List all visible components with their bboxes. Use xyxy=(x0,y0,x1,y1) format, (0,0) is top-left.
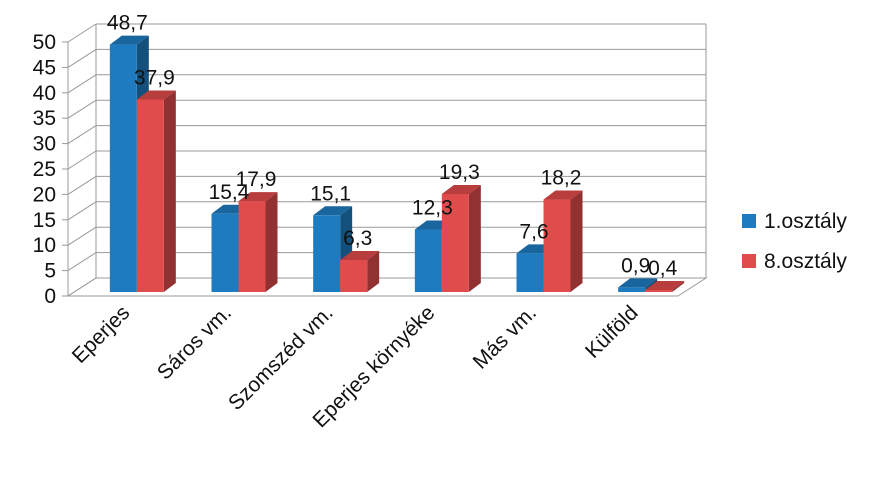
bar-1-4 xyxy=(543,199,571,292)
x-tick-label: Szomszéd vm. xyxy=(224,301,338,415)
y-tick-label: 20 xyxy=(33,183,56,206)
legend-label: 8.osztály xyxy=(764,250,847,273)
bar-0-3 xyxy=(414,229,442,292)
gridline-side xyxy=(67,175,97,195)
gridline-side xyxy=(67,150,97,170)
y-tick-label: 40 xyxy=(33,82,56,105)
y-tick-label: 5 xyxy=(44,260,56,283)
bar-top xyxy=(313,206,353,216)
legend: 1.osztály 8.osztály xyxy=(742,210,847,273)
data-label: 48,7 xyxy=(107,12,148,35)
bar-side xyxy=(367,250,380,292)
bar-side xyxy=(265,192,278,292)
bar-top xyxy=(645,280,685,290)
bar-top xyxy=(441,184,481,194)
gridline-side xyxy=(67,277,97,297)
bar-top xyxy=(618,278,658,288)
gridline-side xyxy=(67,226,97,246)
x-tick-label: Sáros vm. xyxy=(153,301,236,384)
bar-top xyxy=(238,192,278,202)
bar-side xyxy=(570,190,583,292)
x-tick-label: Eperjes xyxy=(68,301,135,368)
bar-side xyxy=(672,280,685,292)
bar-0-2 xyxy=(313,215,341,292)
data-labels: 48,7 37,9 15,417,9 15,1 6,3 12,3 19,3 7,6 18,2 0,… xyxy=(107,12,678,280)
bar-top xyxy=(136,90,176,100)
bar-0-4 xyxy=(516,253,544,292)
bar-top xyxy=(543,190,583,200)
legend-swatch xyxy=(742,214,756,228)
bar-0-0 xyxy=(109,44,137,292)
y-tick-label: 25 xyxy=(33,158,56,181)
y-tick-label: 0 xyxy=(44,285,56,308)
gridline-side xyxy=(67,74,97,94)
gridline-side xyxy=(67,201,97,221)
bar-side xyxy=(468,184,481,292)
y-tick-label: 45 xyxy=(33,56,56,79)
data-label: 12,3 xyxy=(412,197,453,220)
bar-0-1 xyxy=(211,213,239,292)
x-tick-label: Más vm. xyxy=(469,301,541,373)
gridline-side xyxy=(67,23,97,43)
data-label: 18,2 xyxy=(541,167,582,190)
data-label: 7,6 xyxy=(519,220,548,243)
data-label: 15,4 xyxy=(209,181,250,204)
gridline-side xyxy=(67,99,97,119)
legend-swatch xyxy=(742,254,756,268)
y-tick-label: 30 xyxy=(33,133,56,156)
x-axis-labels: Eperjes Sáros vm.Szomszéd vm.Eperjes körn… xyxy=(68,301,643,432)
y-tick-label: 10 xyxy=(33,234,56,257)
bar-top xyxy=(340,250,380,260)
data-label: 17,9 xyxy=(236,168,277,191)
data-label: 37,9 xyxy=(134,66,175,89)
bar-side xyxy=(163,90,176,292)
x-tick-label: Külföld xyxy=(581,301,643,363)
bar-1-1 xyxy=(238,201,266,292)
y-tick-label: 15 xyxy=(33,209,56,232)
bar-1-5 xyxy=(645,289,673,292)
data-label: 0,4 xyxy=(648,257,678,280)
bar-1-0 xyxy=(136,99,164,292)
data-label: 15,1 xyxy=(310,182,351,205)
data-label: 6,3 xyxy=(343,227,372,250)
gridline-side xyxy=(67,48,97,68)
gridline-side xyxy=(67,252,97,272)
bar-1-2 xyxy=(340,259,368,292)
y-tick-label: 35 xyxy=(33,107,56,130)
gridlines xyxy=(67,23,706,297)
bars xyxy=(109,35,685,292)
gridline-side xyxy=(67,125,97,145)
bar-0-5 xyxy=(618,287,646,292)
y-tick-label: 50 xyxy=(33,31,56,54)
data-label: 0,9 xyxy=(621,254,650,277)
legend-label: 1.osztály xyxy=(764,210,847,233)
data-label: 19,3 xyxy=(439,161,480,184)
bar-top xyxy=(109,35,149,45)
bar-1-3 xyxy=(441,193,469,292)
